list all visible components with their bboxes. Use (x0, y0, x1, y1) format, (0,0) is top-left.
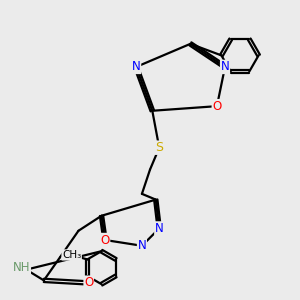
Text: O: O (100, 233, 109, 247)
Text: N: N (132, 60, 140, 74)
Text: S: S (155, 141, 163, 154)
Text: N: N (137, 239, 146, 252)
Text: N: N (155, 222, 164, 235)
Text: O: O (212, 100, 221, 113)
Text: O: O (84, 276, 93, 289)
Text: NH: NH (13, 261, 30, 274)
Text: N: N (220, 60, 230, 74)
Text: CH₃: CH₃ (62, 250, 81, 260)
